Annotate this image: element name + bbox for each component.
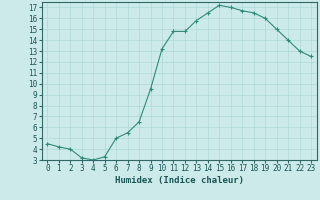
X-axis label: Humidex (Indice chaleur): Humidex (Indice chaleur): [115, 176, 244, 185]
